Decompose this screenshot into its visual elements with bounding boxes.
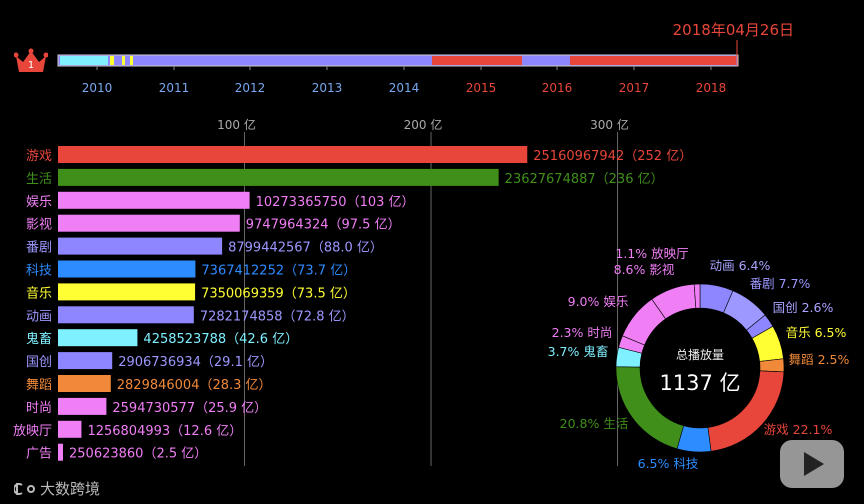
- bar-value-label: 1256804993（12.6 亿）: [87, 424, 242, 439]
- date-label: 2018年04月26日: [672, 21, 794, 39]
- crown-rank: 1: [28, 60, 34, 71]
- bar-value-label: 23627674887（236 亿）: [505, 172, 664, 187]
- crown-icon: 1: [14, 48, 48, 72]
- donut-slice-label: 动画 6.4%: [710, 258, 771, 273]
- category-label: 动画: [26, 309, 52, 324]
- timeline-year-label: 2014: [389, 81, 420, 95]
- timeline-year-label: 2011: [159, 81, 190, 95]
- bar: [58, 260, 196, 278]
- donut-slice: [759, 358, 785, 373]
- bar-value-label: 8799442567（88.0 亿）: [228, 241, 383, 256]
- timeline-segment: [60, 56, 108, 65]
- axis-tick-label: 100 亿: [217, 117, 256, 132]
- bar: [58, 420, 82, 438]
- category-label: 时尚: [26, 401, 52, 416]
- category-label: 国创: [26, 355, 52, 370]
- donut-slice-label: 游戏 22.1%: [764, 422, 833, 437]
- donut-chart: 动画 6.4% 番剧 7.7% 国创 2.6% 音乐 6.5% 舞蹈 2.5% 游戏 22…: [548, 246, 850, 471]
- bar-value-label: 2906736934（29.1 亿）: [118, 355, 273, 370]
- category-label: 放映厅: [13, 424, 52, 439]
- category-label: 生活: [26, 172, 52, 187]
- bar-value-label: 7282174858（72.8 亿）: [200, 309, 355, 324]
- timeline-year-label: 2010: [82, 81, 113, 95]
- axis-tick-label: 300 亿: [590, 117, 629, 132]
- timeline-segment: [122, 56, 125, 65]
- donut-slice-label: 2.3% 时尚: [552, 325, 613, 340]
- timeline-year-label: 2016: [542, 81, 573, 95]
- total-plays-label: 总播放量: [675, 348, 724, 362]
- bar: [58, 443, 63, 461]
- timeline-segment: [570, 56, 736, 65]
- donut-slice-label: 9.0% 娱乐: [568, 294, 629, 309]
- logo-icon: [14, 482, 36, 495]
- timeline: 2010 2011 2012 2013 2014 2015 2016 2017 2018: [57, 40, 739, 95]
- bar: [58, 352, 113, 370]
- donut-slice-label: 6.5% 科技: [638, 456, 699, 471]
- bar: [58, 191, 250, 209]
- category-label: 番剧: [26, 241, 52, 256]
- donut-slice-label: 国创 2.6%: [773, 300, 834, 315]
- bar-value-label: 7367412252（73.7 亿）: [201, 264, 356, 279]
- axis-tick-label: 200 亿: [404, 117, 443, 132]
- timeline-track: [57, 54, 739, 67]
- timeline-year-label: 2017: [619, 81, 650, 95]
- total-plays-value: 1137 亿: [659, 371, 741, 395]
- category-label: 科技: [26, 264, 52, 279]
- donut-slice: [693, 283, 701, 309]
- donut-slice-label: 8.6% 影视: [614, 262, 675, 277]
- bar-value-label: 9747964324（97.5 亿）: [246, 218, 401, 233]
- donut-slice-label: 番剧 7.7%: [750, 276, 811, 291]
- category-label: 广告: [26, 447, 52, 462]
- bar: [58, 237, 223, 255]
- category-label: 影视: [26, 218, 52, 233]
- bar: [58, 168, 499, 186]
- donut-slice-label: 1.1% 放映厅: [615, 246, 688, 261]
- bar-value-label: 250623860（2.5 亿）: [69, 447, 207, 462]
- category-label: 舞蹈: [26, 378, 52, 393]
- bar-value-label: 4258523788（42.6 亿）: [143, 332, 298, 347]
- logo-text: 大数跨境: [40, 480, 101, 498]
- bar: [58, 306, 194, 324]
- timeline-segment: [110, 56, 114, 65]
- donut-center: 总播放量 1137 亿: [648, 346, 752, 397]
- bar-value-label: 7350069359（73.5 亿）: [201, 286, 356, 301]
- timeline-year-label: 2018: [696, 81, 727, 95]
- bar-chart: 100 亿 200 亿 300 亿游戏 25160967942（252 亿） 生活 236…: [13, 117, 692, 466]
- play-button[interactable]: [780, 440, 844, 488]
- bar: [58, 283, 196, 301]
- bar: [58, 397, 107, 415]
- bar: [58, 214, 240, 232]
- bar-value-label: 2829846004（28.3 亿）: [117, 378, 272, 393]
- bar-value-label: 25160967942（252 亿）: [533, 149, 692, 164]
- donut-slice-label: 音乐 6.5%: [786, 325, 847, 340]
- timeline-segment: [432, 56, 522, 65]
- category-label: 娱乐: [26, 195, 52, 210]
- bar: [58, 329, 138, 347]
- bar: [58, 146, 528, 163]
- timeline-year-label: 2013: [312, 81, 343, 95]
- bar-value-label: 2594730577（25.9 亿）: [112, 401, 267, 416]
- timeline-segment: [130, 56, 133, 65]
- donut-slice-label: 3.7% 鬼畜: [548, 344, 609, 359]
- donut-slice-label: 20.8% 生活: [560, 416, 629, 431]
- category-label: 鬼畜: [26, 331, 52, 347]
- bar: [58, 375, 111, 392]
- timeline-year-label: 2015: [466, 81, 497, 95]
- bar-value-label: 10273365750（103 亿）: [256, 195, 415, 210]
- donut-slice-label: 舞蹈 2.5%: [789, 352, 850, 367]
- category-label: 音乐: [26, 285, 52, 301]
- timeline-year-label: 2012: [235, 81, 266, 95]
- brand-logo: 大数跨境: [14, 478, 100, 499]
- category-label: 游戏: [26, 149, 52, 164]
